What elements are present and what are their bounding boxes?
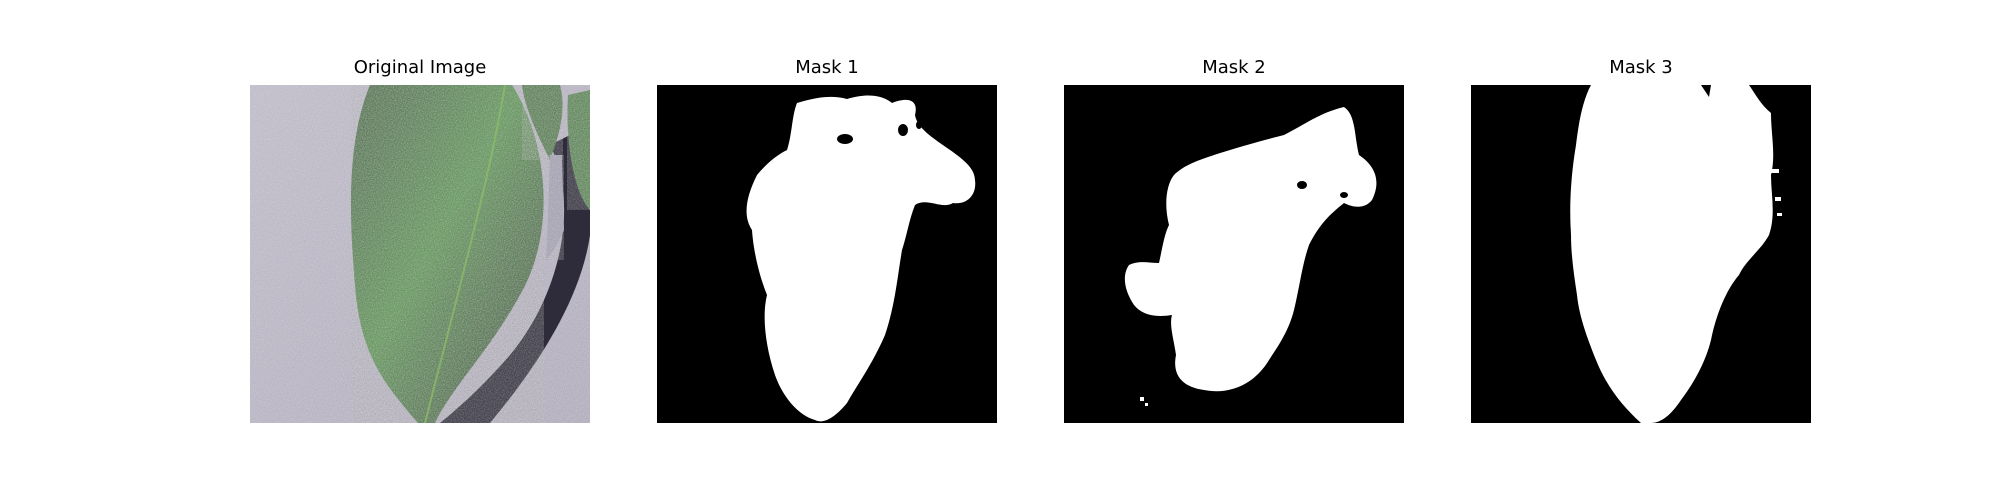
panel-mask-2: Mask 2 (1064, 0, 1404, 500)
panel-original-image: Original Image (250, 0, 590, 500)
panel-title: Original Image (353, 57, 487, 78)
mask-2-image (1064, 85, 1404, 423)
original-leaf-image (250, 85, 590, 423)
panel-title: Mask 2 (1202, 57, 1266, 78)
panel-title: Mask 1 (795, 57, 859, 78)
panel-mask-3: Mask 3 (1471, 0, 1811, 500)
mask-1-image (657, 85, 997, 423)
panel-title: Mask 3 (1609, 57, 1673, 78)
mask-3-image (1471, 85, 1811, 423)
panel-mask-1: Mask 1 (657, 0, 997, 500)
